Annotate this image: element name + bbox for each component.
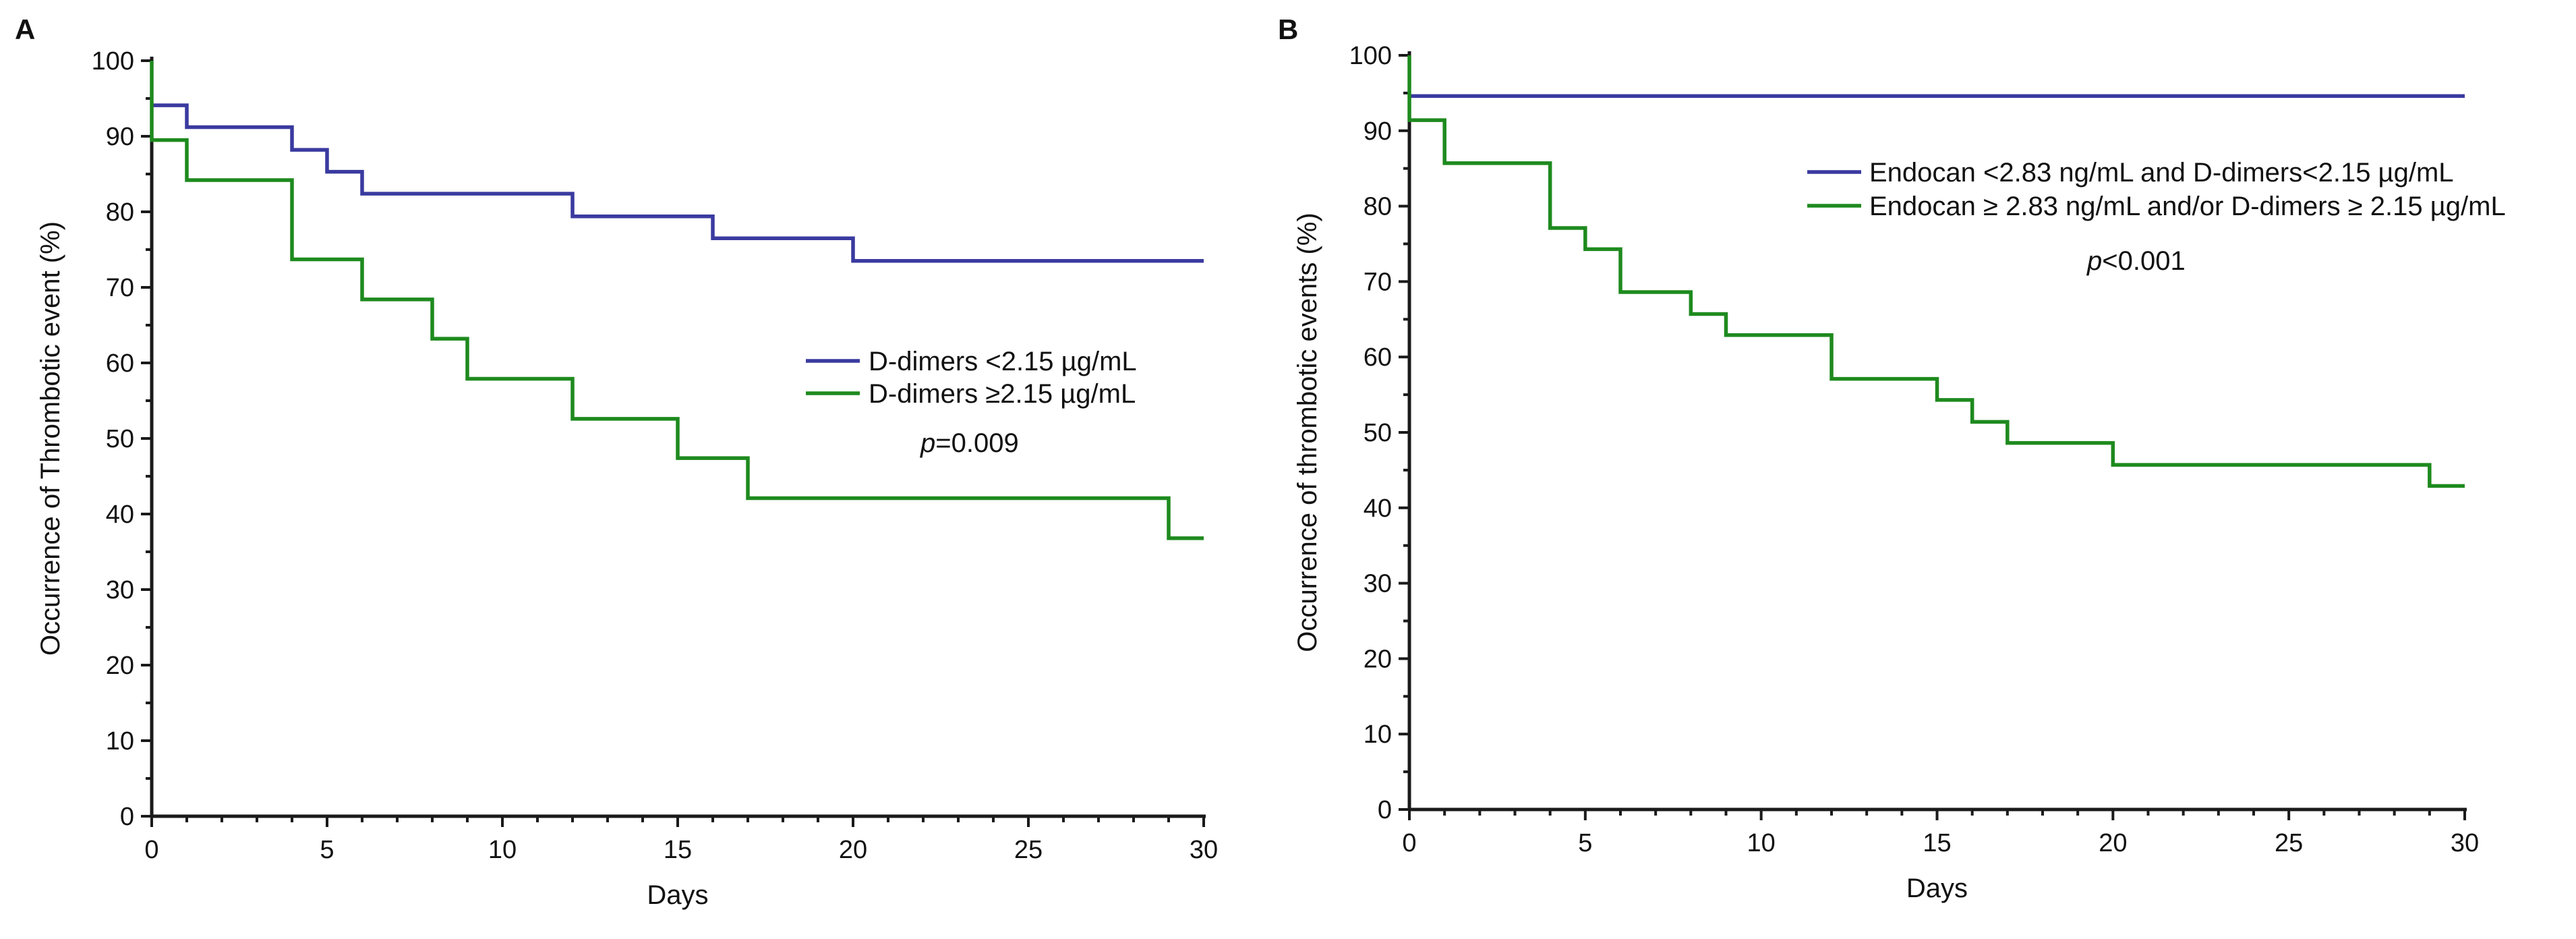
x-tick-label: 25 <box>2275 829 2303 857</box>
y-tick-label: 60 <box>1364 343 1392 372</box>
p-symbol: p <box>920 428 935 458</box>
y-tick-label: 60 <box>106 349 134 378</box>
series-line-blue <box>152 103 1204 263</box>
legend-label: Endocan ≥ 2.83 ng/mL and/or D-dimers ≥ 2… <box>1869 192 2506 221</box>
series-line-green <box>150 61 1204 540</box>
y-tick-label: 20 <box>106 652 134 680</box>
y-axis-label: Occurrence of Thrombotic event (%) <box>36 221 65 656</box>
panel-b: B 0 10 20 30 40 50 60 70 80 90 100 0 5 10 15 20 25 30 Days O… <box>1278 13 2506 903</box>
x-tick-label: 25 <box>1014 836 1043 864</box>
y-tick-label: 100 <box>92 47 134 76</box>
panel-label: A <box>15 13 35 45</box>
y-tick-label: 30 <box>1364 570 1392 598</box>
y-tick-label: 30 <box>106 576 134 604</box>
x-tick-label: 10 <box>488 836 517 864</box>
y-tick-label: 70 <box>1364 268 1392 296</box>
y-tick-label: 90 <box>106 123 134 151</box>
y-tick-label: 70 <box>106 274 134 302</box>
p-symbol: p <box>2086 246 2102 276</box>
p-value: <0.001 <box>2102 246 2185 276</box>
y-axis-label: Occurrence of thrombotic events (%) <box>1293 212 1322 652</box>
y-tick-label: 100 <box>1349 42 1392 70</box>
p-value-annotation: p<0.001 <box>2086 246 2186 276</box>
series-line-green <box>1407 55 2465 488</box>
x-tick-label: 20 <box>839 836 867 864</box>
y-tick-label: 10 <box>106 727 134 756</box>
x-tick-label: 30 <box>2451 829 2479 857</box>
y-tick-label: 80 <box>106 198 134 227</box>
y-tick-label: 20 <box>1364 645 1392 673</box>
y-tick-label: 50 <box>1364 419 1392 447</box>
x-tick-label: 0 <box>1402 829 1416 857</box>
legend-label: Endocan <2.83 ng/mL and D-dimers<2.15 µg… <box>1869 158 2454 188</box>
x-tick-label: 15 <box>664 836 692 864</box>
y-tick-label: 10 <box>1364 720 1392 749</box>
x-tick-label: 20 <box>2099 829 2127 857</box>
legend-label: D-dimers ≥2.15 µg/mL <box>869 379 1136 409</box>
y-tick-label: 0 <box>120 803 134 831</box>
x-tick-label: 5 <box>1578 829 1592 857</box>
legend-label: D-dimers <2.15 µg/mL <box>869 347 1137 376</box>
x-tick-label: 0 <box>144 836 158 864</box>
x-tick-label: 5 <box>320 836 334 864</box>
x-tick-label: 15 <box>1923 829 1951 857</box>
panel-label: B <box>1278 13 1298 45</box>
y-tick-label: 40 <box>106 501 134 529</box>
p-value: =0.009 <box>935 428 1018 458</box>
y-tick-label: 80 <box>1364 193 1392 221</box>
x-tick-label: 30 <box>1190 836 1218 864</box>
x-tick-label: 10 <box>1747 829 1776 857</box>
x-axis-label: Days <box>1906 874 1968 903</box>
p-value-annotation: p=0.009 <box>920 428 1019 458</box>
panel-a: A 0 10 20 30 40 50 60 70 80 90 100 0 5 10 15 20 25 30 Days O… <box>15 13 1218 910</box>
y-tick-label: 40 <box>1364 494 1392 523</box>
y-tick-label: 90 <box>1364 117 1392 146</box>
y-tick-label: 0 <box>1378 796 1392 824</box>
x-axis-label: Days <box>647 880 708 910</box>
y-tick-label: 50 <box>106 425 134 453</box>
